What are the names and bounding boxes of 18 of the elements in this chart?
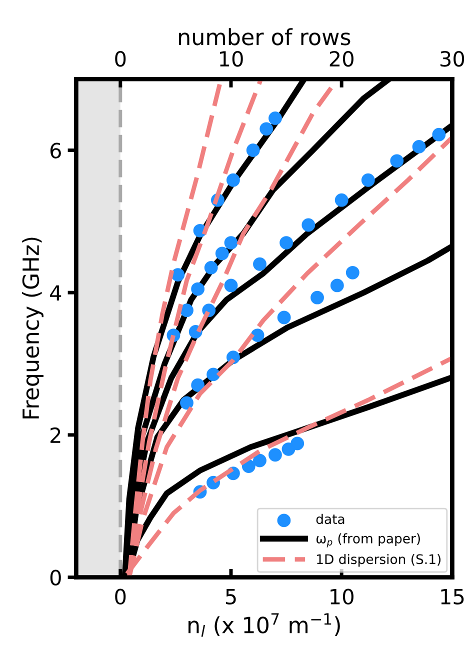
x-axis-title: n$_{l}$ (x 10$^{7}$ m$^{−1}$): [188, 613, 340, 637]
y-tick-label: 2: [50, 427, 60, 443]
x-tick-label: 5: [226, 589, 236, 605]
y-tick-label: 4: [50, 285, 62, 301]
legend-label: 1D dispersion (S.1): [317, 554, 440, 567]
legend-label: data: [316, 514, 344, 524]
x2-tick-label: 20: [330, 50, 354, 67]
x2-tick-label: 30: [440, 50, 464, 67]
x2-axis-title: number of rows: [179, 28, 350, 46]
x2-tick-label: 0: [115, 50, 126, 67]
legend-label: ω$_{p}$ (from paper): [316, 533, 420, 548]
x-tick-label: 10: [330, 588, 354, 605]
y-tick-label: 6: [50, 142, 61, 158]
y-tick-label: 0: [50, 570, 61, 586]
x-tick-label: 0: [115, 588, 126, 605]
x2-tick-label: 10: [220, 50, 243, 67]
y-axis-title: Frequency (GHz): [22, 238, 44, 418]
x-tick-label: 15: [441, 589, 464, 605]
